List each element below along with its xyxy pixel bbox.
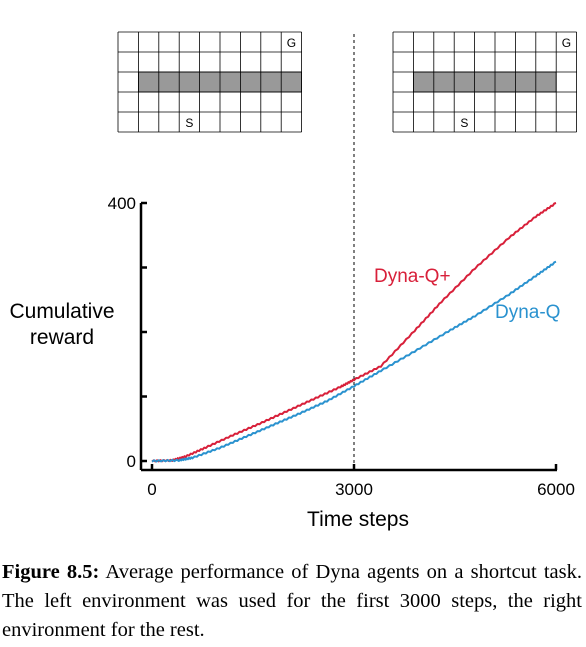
caption-figure-label: Figure 8.5:	[2, 561, 100, 583]
caption-text: Average performance of Dyna agents on a …	[2, 561, 583, 641]
wall-bar	[413, 72, 557, 92]
goal-label: G	[287, 36, 296, 50]
series-label-dyna-q: Dyna-Q	[495, 302, 560, 323]
x-axis-label: Time steps	[307, 508, 409, 531]
x-tick-label: 0	[147, 480, 156, 499]
y-tick-label: 400	[108, 194, 136, 213]
series-line-dyna-q-plus	[151, 202, 557, 463]
y-axis-label-line-1: Cumulative	[9, 300, 114, 323]
plot-area: 0 400 0 3000 6000	[108, 194, 575, 499]
figure-caption: Figure 8.5: Average performance of Dyna …	[2, 558, 582, 645]
y-tick-label: 0	[127, 452, 136, 471]
x-ticks: 0 3000 6000	[147, 464, 575, 499]
y-ticks: 0 400	[108, 194, 147, 471]
series-label-dyna-q-plus: Dyna-Q+	[374, 266, 451, 287]
start-label: S	[185, 116, 193, 130]
start-label: S	[460, 116, 468, 130]
series-line-dyna-q	[151, 260, 557, 463]
right-gridworld: GS	[392, 31, 577, 133]
x-tick-label: 6000	[537, 480, 575, 499]
x-tick-label: 3000	[335, 480, 373, 499]
y-axis-label-line-2: reward	[30, 326, 94, 349]
goal-label: G	[562, 36, 571, 50]
series-lines	[151, 202, 557, 463]
left-gridworld: GS	[117, 31, 303, 133]
